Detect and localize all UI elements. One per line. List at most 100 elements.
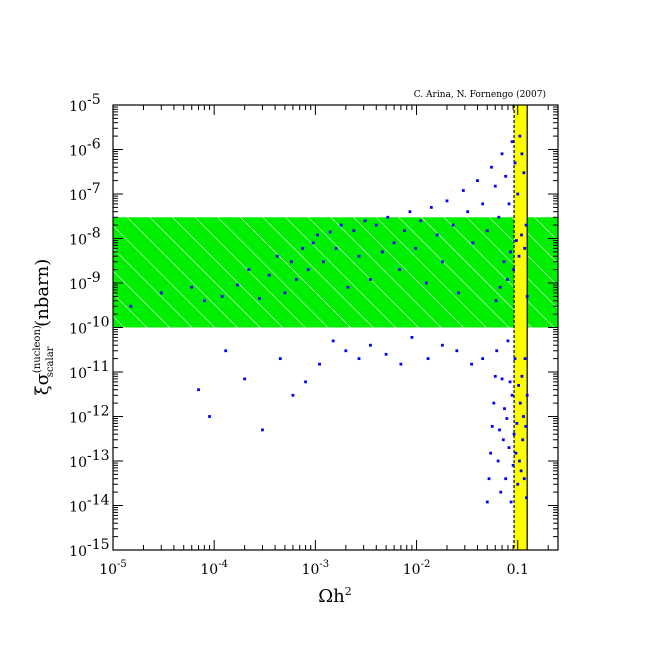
data-point (471, 241, 475, 245)
data-point (520, 152, 524, 156)
plot-frame (112, 104, 559, 551)
data-point (159, 291, 163, 295)
data-point (275, 254, 279, 258)
data-point (525, 294, 529, 298)
data-point (522, 171, 526, 175)
y-tick-label-base: 10 (69, 411, 87, 427)
y-tick-label: 10 (69, 322, 87, 338)
x-tick-label: 10-2 (403, 559, 431, 578)
y-axis-title-sigma: σ (32, 373, 53, 385)
data-point (495, 349, 499, 353)
y-tick-labels: 10-1510-1410-1310-1210-1110-1010-910-810… (69, 92, 109, 560)
data-point (518, 459, 521, 463)
data-point (306, 268, 310, 272)
data-point (522, 477, 526, 481)
y-tick-label-exp: -8 (87, 226, 101, 242)
data-point (494, 299, 498, 303)
data-point (493, 184, 497, 188)
x-tick-label-exp: -3 (319, 559, 329, 570)
bands-layer (113, 105, 558, 550)
data-point (489, 451, 493, 455)
data-point (414, 246, 418, 250)
y-tick-label-base: 10 (69, 99, 87, 115)
y-tick-label-exp: -11 (87, 359, 110, 375)
data-point (503, 407, 506, 411)
data-point (461, 189, 465, 192)
y-axis-title: ξσ(nucleon) scalar (nbarn) (32, 259, 56, 396)
x-axis-title-sup: 2 (345, 585, 352, 598)
data-point (392, 241, 396, 245)
data-point (424, 281, 428, 285)
y-tick-label-exp: -7 (87, 181, 101, 197)
y-tick-label-base: 10 (69, 188, 87, 204)
data-point (514, 239, 518, 242)
y-axis-title-sub: scalar (45, 346, 56, 377)
data-point (197, 388, 200, 392)
data-point (505, 278, 509, 281)
y-tick-label: 10 (69, 500, 87, 516)
data-point (502, 260, 506, 264)
data-point (507, 446, 511, 450)
x-axis-title-main: Ωh (318, 586, 345, 607)
data-point (357, 357, 361, 361)
data-point (517, 383, 521, 387)
data-point (525, 496, 528, 500)
data-point (498, 428, 501, 432)
data-point (514, 451, 518, 455)
data-point (357, 254, 361, 258)
y-tick-label-base: 10 (69, 144, 87, 160)
data-point (506, 339, 510, 343)
data-point (513, 357, 517, 361)
data-point (510, 393, 514, 397)
data-point (369, 278, 372, 281)
data-point (500, 152, 504, 156)
data-point (243, 377, 247, 381)
data-point (481, 202, 485, 206)
data-point (519, 469, 523, 473)
data-point (258, 297, 261, 300)
data-point (331, 339, 335, 343)
data-point (381, 250, 384, 254)
data-point (352, 229, 356, 233)
data-point (515, 421, 519, 425)
data-point (500, 377, 504, 381)
data-point (419, 219, 423, 223)
data-point (497, 215, 501, 219)
y-tick-label-base: 10 (69, 277, 87, 293)
data-point (490, 165, 493, 169)
y-axis-title-xi: ξ (32, 385, 53, 395)
data-point (520, 374, 524, 378)
data-point (261, 428, 264, 432)
data-point (344, 349, 348, 353)
data-point (510, 140, 514, 144)
x-tick-label-base: 10 (99, 562, 117, 578)
data-point (509, 500, 513, 504)
y-tick-label-exp: -12 (87, 404, 110, 420)
y-tick-label: 10 (69, 144, 87, 160)
data-point (283, 291, 287, 295)
y-tick-label-exp: -15 (87, 537, 110, 553)
y-tick-label: 10 (69, 411, 87, 427)
data-point (509, 250, 512, 254)
data-point (304, 380, 307, 384)
y-tick-label: 10 (69, 188, 87, 204)
data-point (523, 357, 527, 361)
data-point (493, 374, 497, 378)
data-point (508, 380, 512, 384)
chart-credit: C. Arina, N. Fornengo (2007) (414, 89, 546, 100)
y-tick-label: 10 (69, 99, 87, 115)
data-point (455, 349, 459, 353)
data-point (311, 241, 315, 245)
y-tick-label-exp: -5 (87, 92, 101, 108)
data-point (525, 393, 529, 397)
data-point (501, 438, 505, 442)
data-point (267, 273, 271, 277)
data-point (513, 161, 517, 165)
data-point (290, 260, 293, 264)
y-axis-title-unit: (nbarn) (32, 259, 53, 327)
data-point (129, 304, 133, 308)
data-point (466, 210, 470, 214)
data-point (220, 294, 224, 298)
data-point (247, 268, 251, 272)
x-tick-label-base: 0.1 (507, 562, 529, 578)
